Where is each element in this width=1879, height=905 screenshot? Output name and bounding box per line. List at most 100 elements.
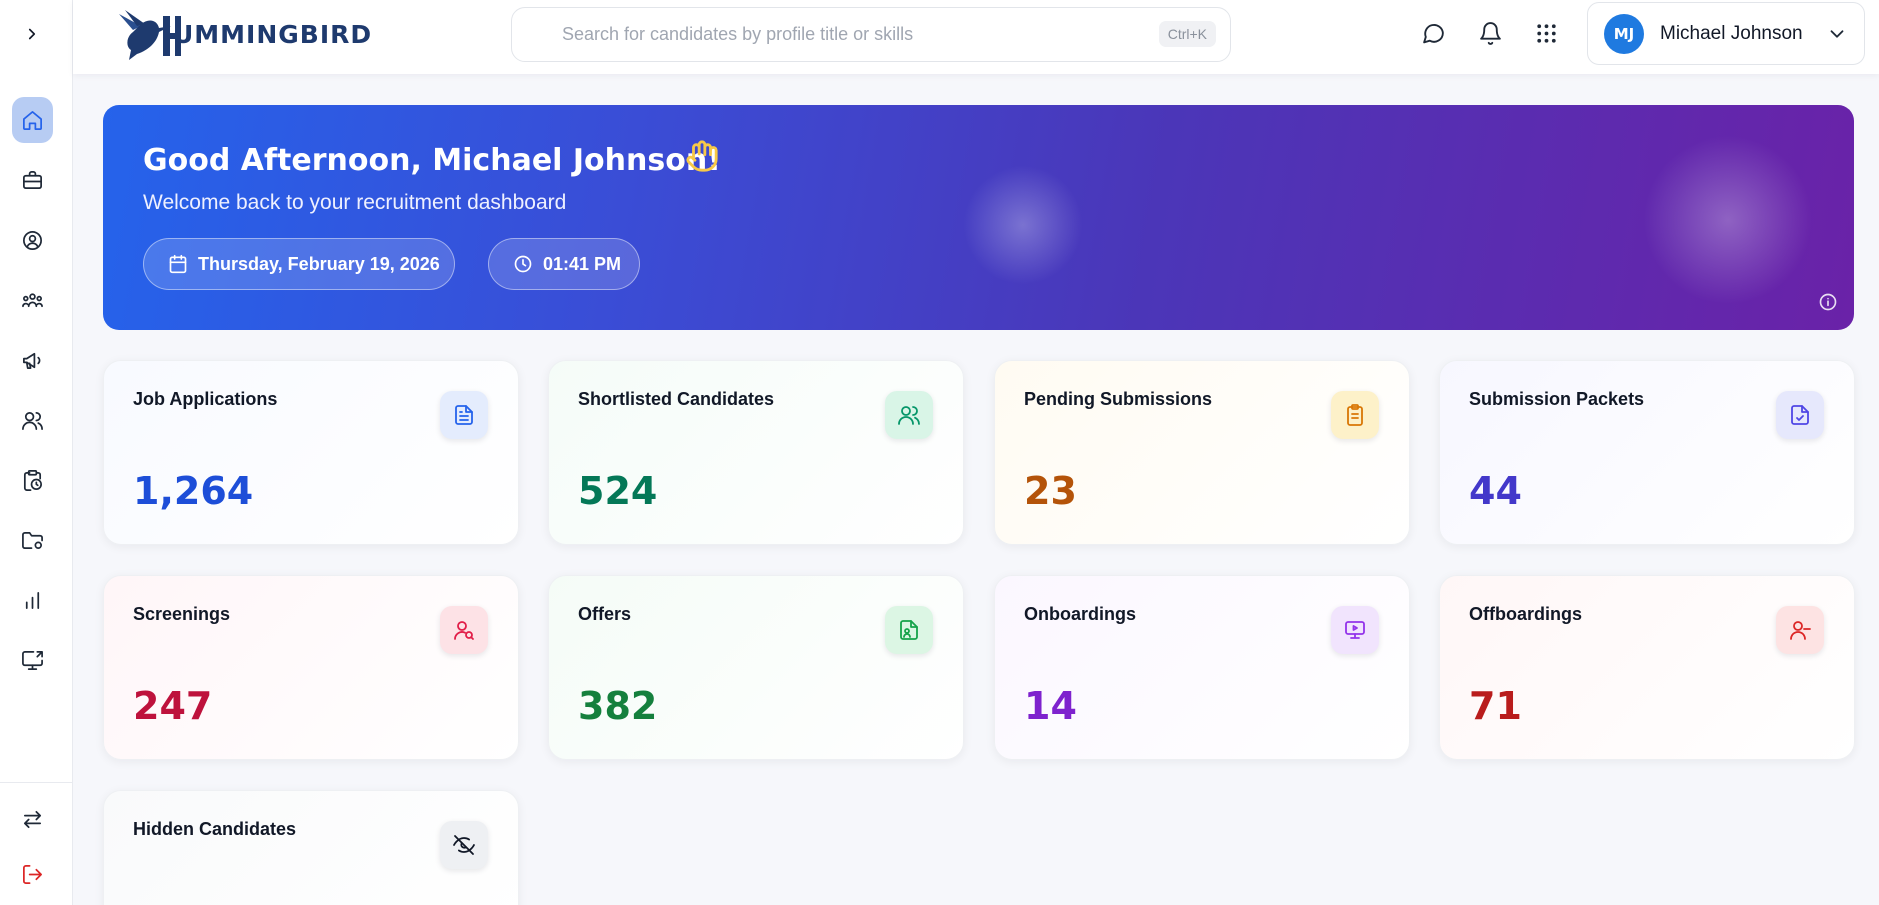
apps-menu-button[interactable] xyxy=(1531,18,1561,48)
stat-card-icon xyxy=(1331,391,1379,439)
clock-icon xyxy=(514,255,532,273)
user-minus-icon xyxy=(1790,621,1811,640)
info-icon[interactable] xyxy=(1818,292,1838,312)
stat-card-value: 247 xyxy=(133,684,213,728)
folder-settings-icon xyxy=(22,531,43,549)
avatar: MJ xyxy=(1604,13,1644,54)
current-date: Thursday, February 19, 2026 xyxy=(198,253,440,274)
sidebar-item-candidates[interactable] xyxy=(12,397,53,443)
waving-hand-icon xyxy=(686,140,718,172)
stat-card-icon xyxy=(440,821,488,869)
chat-icon xyxy=(1422,23,1444,43)
chevron-right-icon xyxy=(28,28,36,40)
stat-card-value: 14 xyxy=(1024,684,1077,728)
stat-card-title: Screenings xyxy=(133,604,231,624)
stat-card-value: 23 xyxy=(1024,469,1077,513)
bar-chart-icon xyxy=(25,591,40,609)
user-circle-icon xyxy=(23,230,42,250)
sidebar-item-documents[interactable] xyxy=(12,517,53,563)
banner-glow xyxy=(963,165,1083,285)
user-search-icon xyxy=(454,621,474,640)
stat-card-title: Job Applications xyxy=(133,389,278,409)
sidebar-item-screen-share[interactable] xyxy=(12,637,53,683)
stat-card-icon xyxy=(440,391,488,439)
monitor-share-icon xyxy=(22,650,43,670)
hummingbird-logo-icon xyxy=(119,10,181,60)
stat-card-title: Onboardings xyxy=(1024,604,1136,624)
home-icon xyxy=(23,110,42,130)
stat-card-title: Hidden Candidates xyxy=(133,819,297,839)
search-shortcut-badge: Ctrl+K xyxy=(1158,21,1216,47)
stat-card-title: Submission Packets xyxy=(1469,389,1645,409)
switch-icon xyxy=(23,810,42,828)
stat-card-pending-submissions[interactable]: Pending Submissions 23 xyxy=(994,360,1410,545)
calendar-icon xyxy=(169,254,187,274)
clipboard-clock-icon xyxy=(23,469,42,491)
sidebar-expand-button[interactable] xyxy=(14,16,50,52)
date-pill: Thursday, February 19, 2026 xyxy=(143,238,455,290)
stat-card-title: Pending Submissions xyxy=(1024,389,1213,409)
megaphone-icon xyxy=(23,352,41,369)
file-user-icon xyxy=(900,620,918,640)
eye-off-icon xyxy=(453,835,475,855)
stat-card-value: 44 xyxy=(1469,469,1522,513)
stat-card-hidden-candidates[interactable]: Hidden Candidates xyxy=(103,790,519,905)
sidebar-item-timesheets[interactable] xyxy=(12,457,53,503)
sidebar xyxy=(0,0,73,905)
users-icon xyxy=(898,406,920,425)
notifications-button[interactable] xyxy=(1475,18,1505,48)
stat-card-icon xyxy=(885,606,933,654)
stat-card-submission-packets[interactable]: Submission Packets 44 xyxy=(1439,360,1855,545)
sidebar-item-logout[interactable] xyxy=(12,851,53,897)
sidebar-divider xyxy=(0,782,73,783)
messages-button[interactable] xyxy=(1418,18,1448,48)
stat-card-screenings[interactable]: Screenings 247 xyxy=(103,575,519,760)
greeting-subtitle: Welcome back to your recruitment dashboa… xyxy=(143,191,567,214)
stat-card-icon xyxy=(1331,606,1379,654)
sidebar-item-reports[interactable] xyxy=(12,577,53,623)
stat-card-icon xyxy=(1776,606,1824,654)
stat-card-onboardings[interactable]: Onboardings 14 xyxy=(994,575,1410,760)
top-header: UMMINGBIRD Ctrl+K MJ Michael Johnson xyxy=(73,0,1879,74)
stat-card-value: 1,264 xyxy=(133,469,254,513)
sidebar-item-team[interactable] xyxy=(12,277,53,323)
banner-glow xyxy=(1643,135,1813,305)
stat-card-value: 71 xyxy=(1469,684,1522,728)
stat-card-title: Offboardings xyxy=(1469,604,1582,624)
app-logo[interactable]: UMMINGBIRD xyxy=(111,6,372,62)
stat-card-shortlisted-candidates[interactable]: Shortlisted Candidates 524 xyxy=(548,360,964,545)
sidebar-item-campaigns[interactable] xyxy=(12,337,53,383)
stat-card-offboardings[interactable]: Offboardings 71 xyxy=(1439,575,1855,760)
logo-text: UMMINGBIRD xyxy=(173,19,373,49)
sidebar-item-jobs[interactable] xyxy=(12,157,53,203)
welcome-banner: Good Afternoon, Michael Johnson! Welcome… xyxy=(103,105,1854,330)
bell-icon xyxy=(1479,21,1501,45)
stat-card-icon xyxy=(885,391,933,439)
apps-grid-icon xyxy=(1536,23,1556,43)
sidebar-item-home[interactable] xyxy=(12,97,53,143)
stat-card-value: 524 xyxy=(578,469,658,513)
time-pill: 01:41 PM xyxy=(488,238,640,290)
current-time: 01:41 PM xyxy=(543,253,622,274)
team-icon xyxy=(22,292,43,307)
document-icon xyxy=(455,405,473,425)
stat-card-title: Offers xyxy=(578,604,632,624)
user-name: Michael Johnson xyxy=(1660,22,1803,44)
user-menu[interactable]: MJ Michael Johnson xyxy=(1587,2,1865,65)
stat-card-title: Shortlisted Candidates xyxy=(578,389,775,409)
sidebar-item-switch[interactable] xyxy=(12,796,53,842)
presentation-icon xyxy=(1345,621,1365,639)
search-input[interactable] xyxy=(562,24,1122,45)
clipboard-icon xyxy=(1347,404,1363,426)
file-check-icon xyxy=(1791,405,1809,425)
sidebar-item-profile[interactable] xyxy=(12,217,53,263)
stat-card-offers[interactable]: Offers 382 xyxy=(548,575,964,760)
search-bar[interactable]: Ctrl+K xyxy=(511,7,1231,62)
stat-card-value: 382 xyxy=(578,684,658,728)
logout-icon xyxy=(23,864,42,884)
chevron-down-icon xyxy=(1830,30,1844,38)
stat-card-icon xyxy=(440,606,488,654)
users-icon xyxy=(22,411,43,430)
stat-card-job-applications[interactable]: Job Applications 1,264 xyxy=(103,360,519,545)
briefcase-icon xyxy=(23,170,42,189)
